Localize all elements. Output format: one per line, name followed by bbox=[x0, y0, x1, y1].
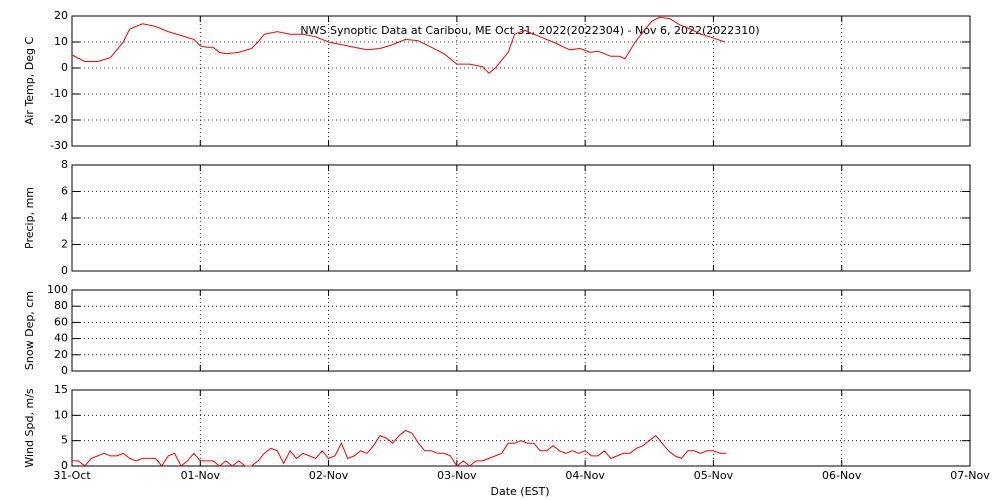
x-tick-label: 06-Nov bbox=[822, 469, 862, 482]
data-line bbox=[72, 429, 727, 467]
panel-frame bbox=[71, 289, 971, 372]
y-tick-label: 20 bbox=[54, 348, 68, 361]
y-tick-label: 40 bbox=[54, 332, 68, 345]
panel-frame bbox=[71, 389, 971, 467]
x-tick-label: 05-Nov bbox=[694, 469, 734, 482]
y-tick-label: 4 bbox=[61, 211, 68, 224]
y-tick-label: -10 bbox=[50, 87, 68, 100]
y-tick-label: 6 bbox=[61, 185, 68, 198]
y-tick-label: 100 bbox=[47, 283, 68, 296]
x-tick-label: 02-Nov bbox=[309, 469, 349, 482]
data-line bbox=[71, 16, 726, 74]
y-axis-label: Wind Spd, m/s bbox=[23, 388, 36, 468]
y-tick-label: 80 bbox=[54, 299, 68, 312]
y-tick-label: 0 bbox=[61, 61, 68, 74]
y-axis-label: Air Temp, Deg C bbox=[23, 37, 36, 126]
y-tick-label: 0 bbox=[61, 459, 68, 472]
y-tick-label: 60 bbox=[54, 315, 68, 328]
y-tick-label: 0 bbox=[61, 364, 68, 377]
y-tick-label: 15 bbox=[54, 383, 68, 396]
y-tick-label: 2 bbox=[61, 238, 68, 251]
y-tick-label: 10 bbox=[54, 35, 68, 48]
y-tick-label: 10 bbox=[54, 408, 68, 421]
x-tick-label: 07-Nov bbox=[950, 469, 990, 482]
x-tick-label: 31-Oct bbox=[53, 469, 91, 482]
y-tick-label: -20 bbox=[50, 113, 68, 126]
y-tick-label: 8 bbox=[61, 158, 68, 171]
x-tick-label: 01-Nov bbox=[181, 469, 221, 482]
y-tick-label: -30 bbox=[50, 139, 68, 152]
y-tick-label: 5 bbox=[61, 434, 68, 447]
y-tick-label: 0 bbox=[61, 264, 68, 277]
x-axis-label: Date (EST) bbox=[490, 485, 549, 498]
y-axis-label: Precip, mm bbox=[23, 187, 36, 249]
y-axis-label: Snow Dep, cm bbox=[23, 291, 36, 370]
x-tick-label: 04-Nov bbox=[565, 469, 605, 482]
x-tick-label: 03-Nov bbox=[437, 469, 477, 482]
y-tick-label: 20 bbox=[54, 9, 68, 22]
chart-title: NWS Synoptic Data at Caribou, ME Oct 31,… bbox=[300, 24, 759, 37]
